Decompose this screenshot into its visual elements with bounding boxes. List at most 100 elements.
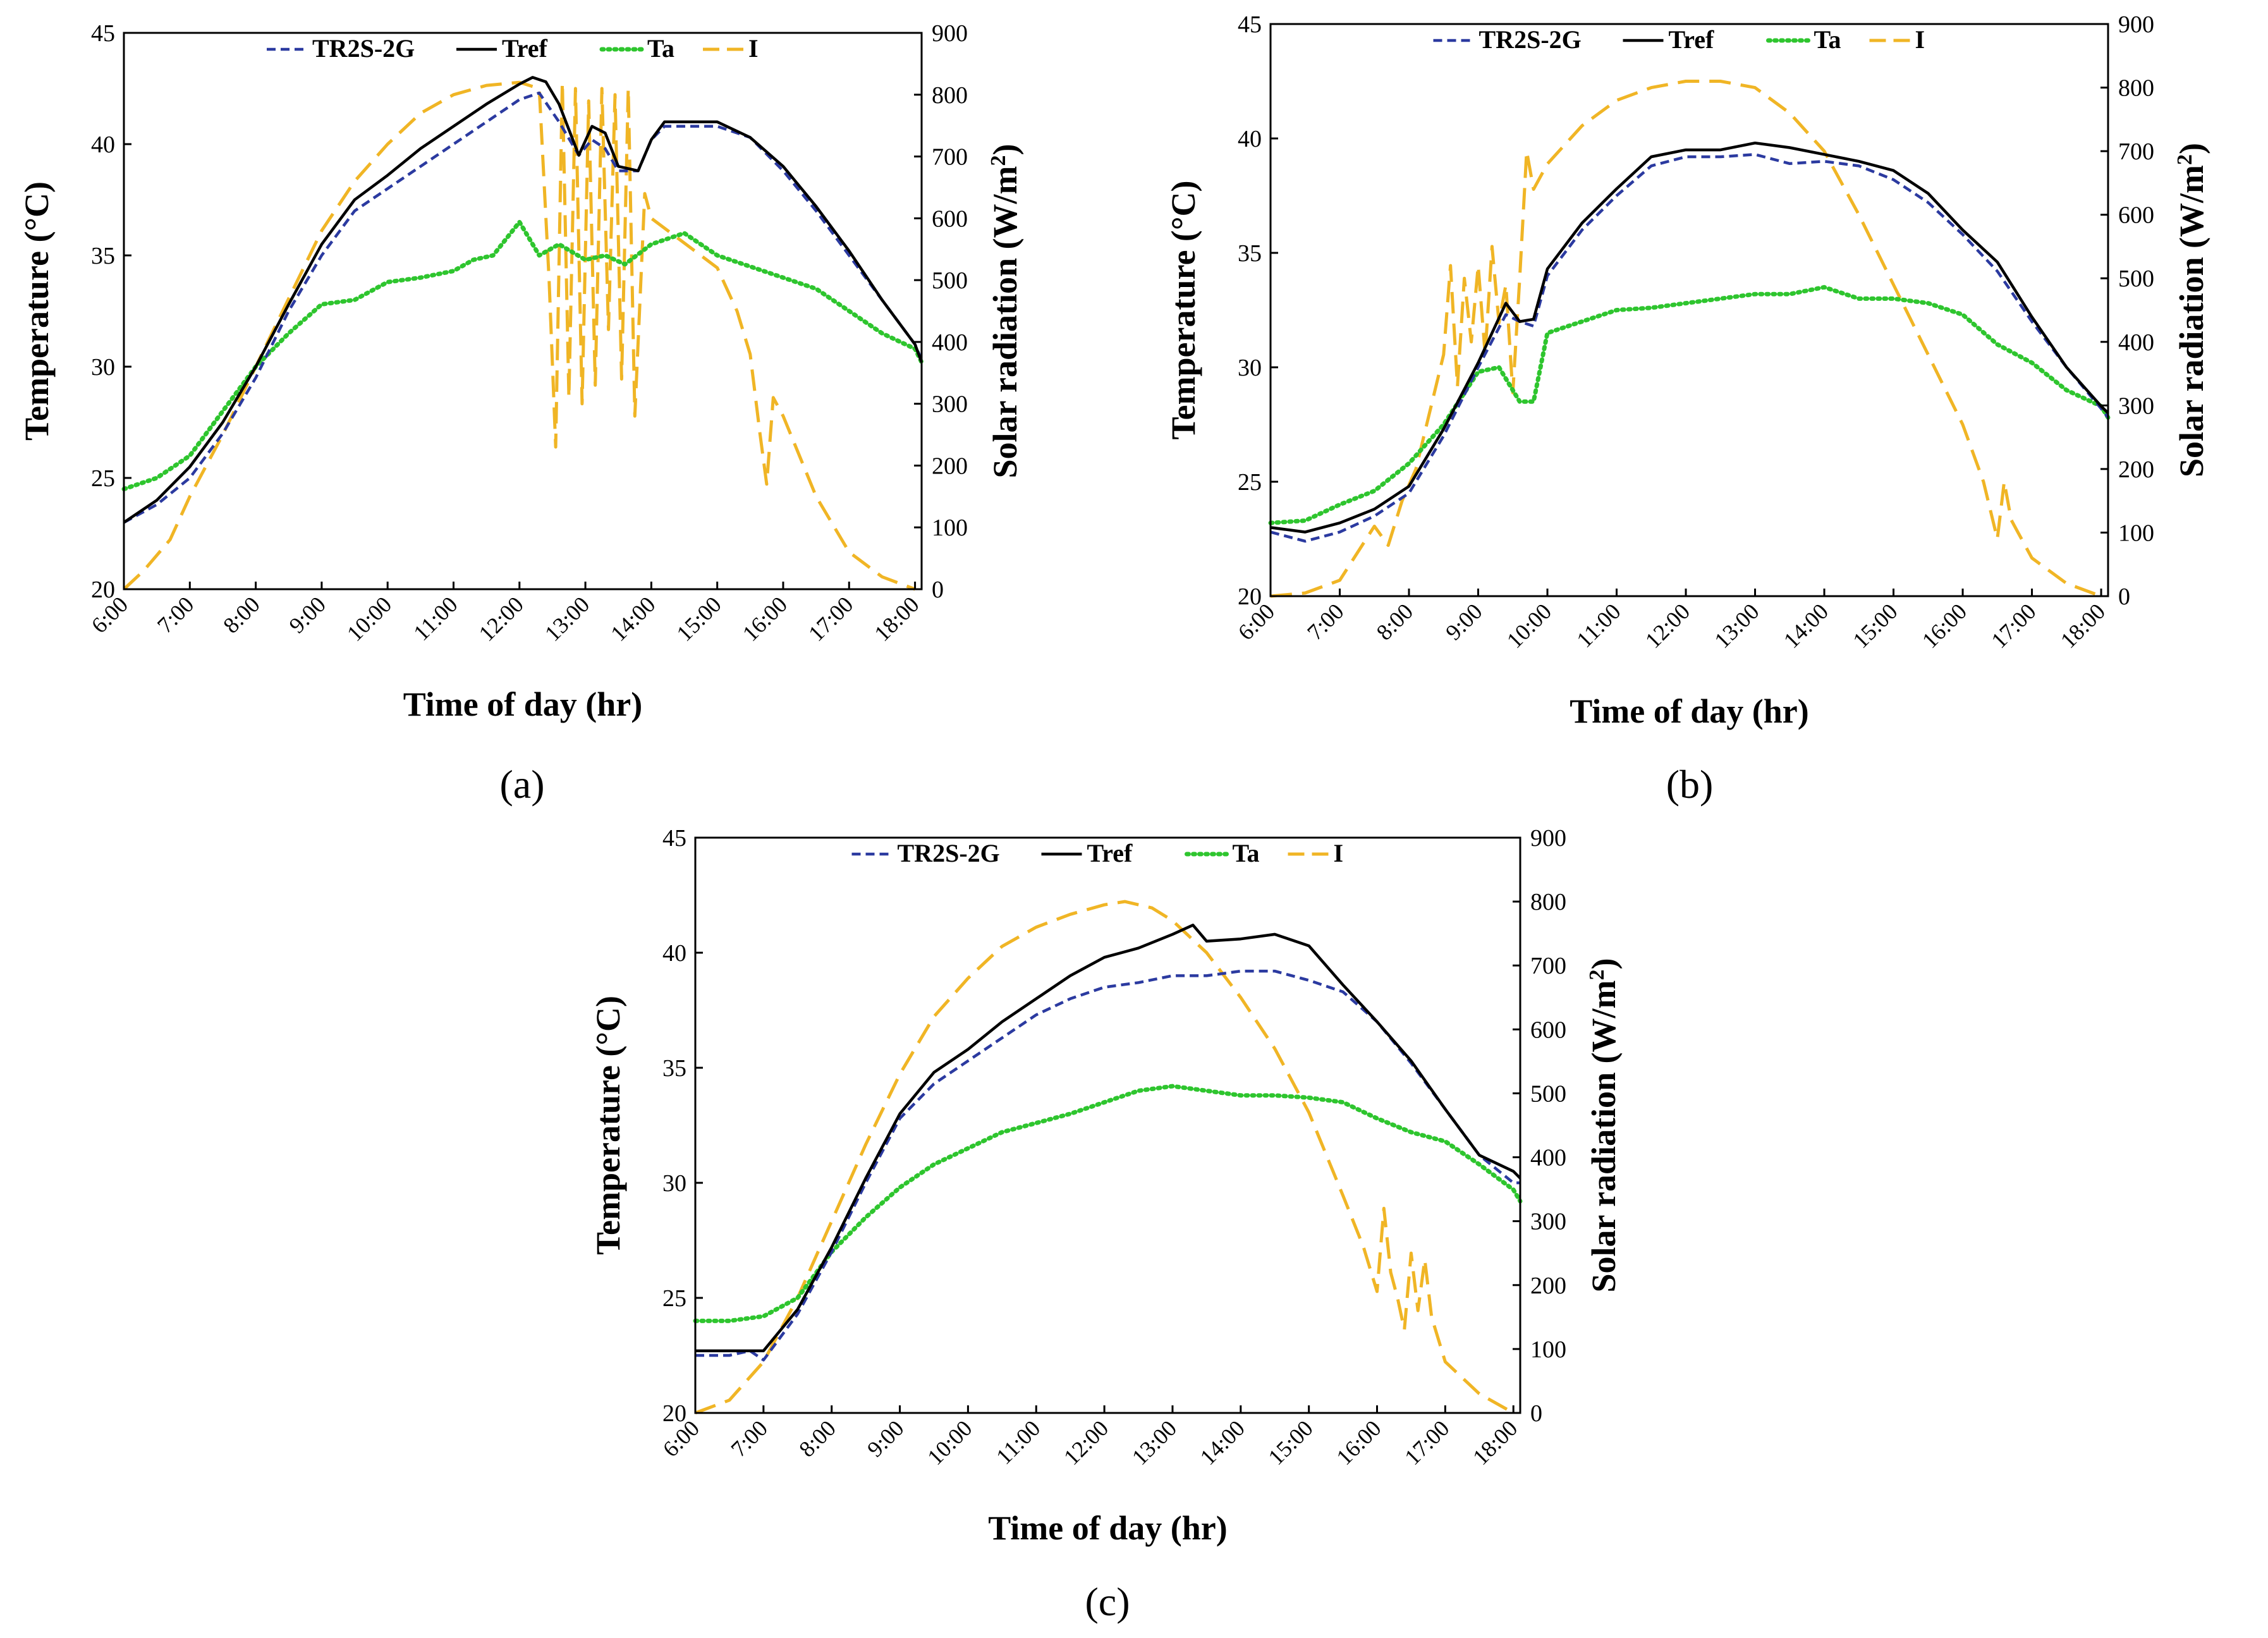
series-line-i xyxy=(123,80,916,591)
y-tick-label: 40 xyxy=(1238,126,1262,152)
y2-tick-label: 700 xyxy=(932,144,968,171)
y2-tick-label: 600 xyxy=(2118,202,2154,229)
y-tick-label: 40 xyxy=(662,940,686,967)
series-line-ta xyxy=(121,219,924,492)
series-line-i xyxy=(695,900,1515,1415)
y-tick-label: 40 xyxy=(91,131,115,158)
y2-tick-label: 900 xyxy=(932,20,968,47)
y2-axis-title-main: Solar radiation (W/m xyxy=(986,166,1024,478)
y2-axis-title-end: ) xyxy=(986,144,1024,156)
y2-tick-label: 200 xyxy=(2118,456,2154,483)
y-tick-label: 45 xyxy=(1238,11,1262,38)
y2-tick-label: 900 xyxy=(2118,11,2154,38)
y2-axis-title: Solar radiation (W/m2) xyxy=(986,144,1024,479)
legend-label: Tref xyxy=(1087,839,1133,867)
y2-axis-title-sup: 2 xyxy=(2173,154,2197,165)
y-tick-label: 35 xyxy=(91,243,115,269)
series-group xyxy=(1268,80,2111,598)
y2-tick-label: 400 xyxy=(1530,1145,1566,1171)
panel-label: (a) xyxy=(499,762,544,807)
series-line-tref xyxy=(695,924,1521,1352)
y2-tick-label: 0 xyxy=(2118,584,2130,610)
y2-axis-title-end: ) xyxy=(2173,143,2210,154)
y2-tick-label: 200 xyxy=(932,453,968,479)
y2-axis-title: Solar radiation (W/m2) xyxy=(2173,143,2210,477)
legend: TR2S-2G Tref Ta I xyxy=(851,839,1344,867)
legend-label: Tref xyxy=(502,34,547,63)
y-tick-label: 25 xyxy=(91,465,115,492)
y2-tick-label: 500 xyxy=(1530,1080,1566,1107)
y2-tick-label: 500 xyxy=(932,267,968,294)
y2-tick-label: 600 xyxy=(932,205,968,232)
y2-tick-label: 100 xyxy=(1530,1336,1566,1363)
legend-label: Ta xyxy=(647,34,674,63)
y-tick-label: 35 xyxy=(662,1055,686,1082)
series-line-tref xyxy=(123,76,924,524)
x-axis-title: Time of day (hr) xyxy=(403,685,642,723)
legend-label: Tref xyxy=(1669,25,1714,54)
y2-tick-label: 700 xyxy=(2118,138,2154,165)
plot-frame xyxy=(694,836,1521,1414)
y-axis-title: Temperature (°C) xyxy=(1164,180,1202,439)
y2-axis-title-sup: 2 xyxy=(987,155,1010,166)
legend-label: TR2S-2G xyxy=(898,839,1000,867)
x-axis-title: Time of day (hr) xyxy=(1570,692,1808,730)
y-tick-label: 25 xyxy=(662,1285,686,1312)
series-group xyxy=(693,900,1523,1415)
series-line-tr2s-2g xyxy=(1270,153,2109,543)
series-line-tref xyxy=(1270,141,2109,534)
y2-tick-label: 0 xyxy=(932,577,944,603)
legend-label: I xyxy=(1915,25,1925,54)
y2-tick-label: 900 xyxy=(1530,825,1566,852)
y-tick-label: 20 xyxy=(91,577,115,603)
legend-label: Ta xyxy=(1814,25,1841,54)
y2-axis-title: Solar radiation (W/m2) xyxy=(1585,958,1623,1293)
legend: TR2S-2G Tref Ta I xyxy=(267,34,759,63)
y2-tick-label: 400 xyxy=(2118,329,2154,356)
y-tick-label: 20 xyxy=(662,1400,686,1427)
y-tick-label: 25 xyxy=(1238,469,1262,496)
y2-tick-label: 300 xyxy=(2118,393,2154,419)
y2-tick-label: 800 xyxy=(932,82,968,109)
y2-tick-label: 100 xyxy=(932,515,968,541)
y-tick-label: 20 xyxy=(1238,584,1262,610)
plot-frame xyxy=(123,32,923,590)
y-tick-label: 45 xyxy=(662,825,686,852)
y2-tick-label: 100 xyxy=(2118,520,2154,546)
y2-tick-label: 600 xyxy=(1530,1017,1566,1043)
series-line-i xyxy=(1270,80,2102,598)
legend-label: I xyxy=(1334,839,1344,867)
y-tick-label: 30 xyxy=(91,354,115,381)
legend-label: TR2S-2G xyxy=(312,34,415,63)
y-tick-label: 30 xyxy=(1238,355,1262,381)
y2-tick-label: 300 xyxy=(932,391,968,418)
panel-label: (c) xyxy=(1085,1579,1130,1624)
series-group xyxy=(121,76,924,591)
y-tick-label: 45 xyxy=(91,20,115,47)
y2-tick-label: 800 xyxy=(1530,889,1566,915)
y2-axis-title-main: Solar radiation (W/m xyxy=(1585,980,1623,1292)
series-line-ta xyxy=(1268,284,2111,525)
legend: TR2S-2G Tref Ta I xyxy=(1433,25,1925,54)
y2-tick-label: 400 xyxy=(932,329,968,356)
y2-tick-label: 200 xyxy=(1530,1273,1566,1299)
y2-tick-label: 800 xyxy=(2118,75,2154,102)
panel-label: (b) xyxy=(1666,762,1714,807)
y2-tick-label: 300 xyxy=(1530,1209,1566,1235)
legend-label: I xyxy=(748,34,759,63)
y-tick-label: 35 xyxy=(1238,240,1262,267)
y2-tick-label: 700 xyxy=(1530,953,1566,979)
y2-tick-label: 500 xyxy=(2118,266,2154,292)
y-axis-title: Temperature (°C) xyxy=(589,996,627,1255)
y-axis-title: Temperature (°C) xyxy=(18,181,56,441)
plot-frame xyxy=(1269,23,2109,597)
x-axis-title: Time of day (hr) xyxy=(988,1509,1227,1547)
y2-axis-title-end: ) xyxy=(1585,958,1623,970)
y2-tick-label: 0 xyxy=(1530,1400,1542,1427)
y2-axis-title-main: Solar radiation (W/m xyxy=(2173,165,2210,477)
legend-label: Ta xyxy=(1233,839,1260,867)
series-line-ta xyxy=(693,1084,1523,1323)
y-tick-label: 30 xyxy=(662,1170,686,1197)
